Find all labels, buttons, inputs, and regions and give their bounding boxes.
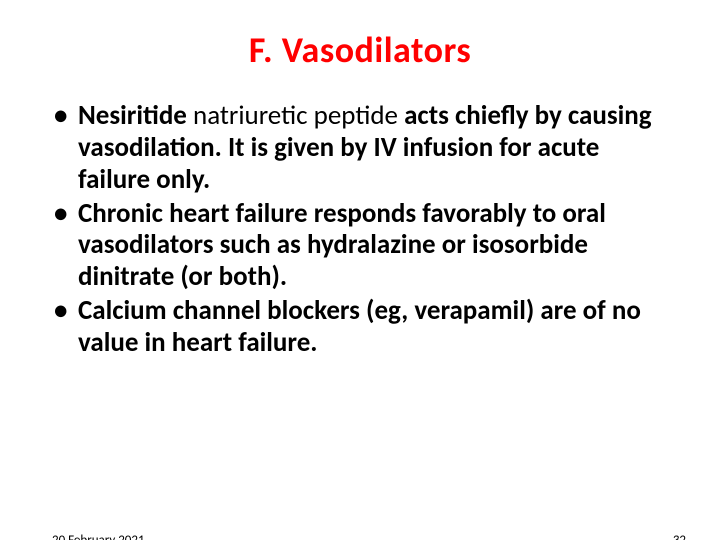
- slide-footer: 20 February 2021 32: [0, 533, 720, 540]
- text-run: hydralazine: [307, 228, 436, 261]
- text-run: or: [436, 228, 472, 261]
- text-run: Calcium channel blockers (eg,: [78, 294, 414, 327]
- bullet-item: Nesiritide natriuretic peptide acts chie…: [54, 100, 672, 196]
- text-run: Nesiritide: [78, 99, 187, 132]
- slide-title: F. Vasodilators: [0, 28, 720, 72]
- bullet-item: Chronic heart failure responds favorably…: [54, 198, 672, 294]
- footer-date: 20 February 2021: [52, 533, 145, 540]
- bullet-list: Nesiritide natriuretic peptide acts chie…: [54, 100, 672, 359]
- slide-body: Nesiritide natriuretic peptide acts chie…: [0, 100, 720, 359]
- text-run: (or both).: [180, 260, 287, 293]
- text-run: natriuretic peptide: [187, 99, 404, 132]
- text-run: verapamil: [414, 294, 526, 327]
- bullet-item: Calcium channel blockers (eg, verapamil)…: [54, 295, 672, 359]
- footer-page-number: 32: [673, 533, 686, 540]
- slide: F. Vasodilators Nesiritide natriuretic p…: [0, 28, 720, 540]
